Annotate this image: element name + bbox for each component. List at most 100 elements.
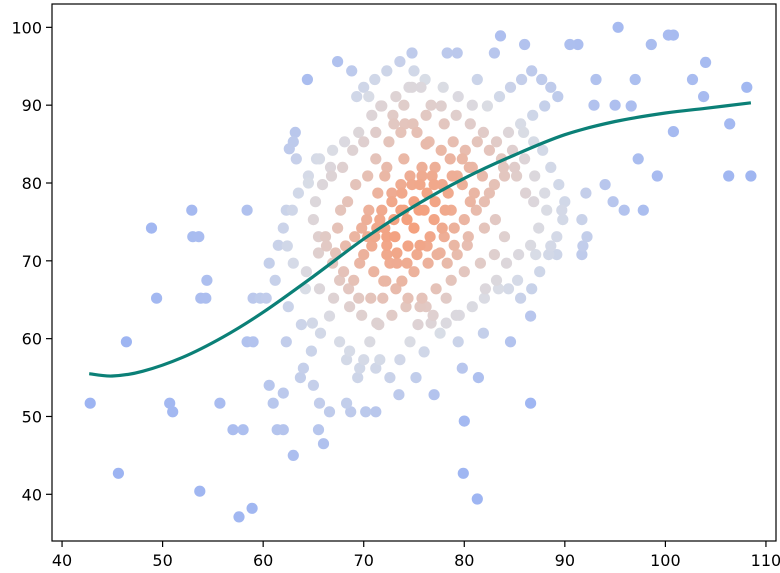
data-point [294, 372, 306, 384]
data-point [478, 222, 490, 234]
data-point [84, 397, 96, 409]
data-point [519, 153, 531, 165]
data-point [618, 204, 630, 216]
data-point [412, 319, 424, 331]
data-point [576, 249, 588, 261]
data-point [376, 204, 388, 216]
data-point [193, 231, 205, 243]
data-point [339, 136, 351, 148]
data-point [445, 274, 457, 286]
data-point [411, 249, 423, 261]
data-point [325, 170, 338, 182]
data-point [698, 91, 710, 103]
data-point [456, 153, 468, 165]
data-point [420, 138, 432, 150]
data-point [435, 100, 447, 112]
data-point [394, 56, 406, 68]
x-tick-label: 40 [52, 551, 72, 570]
data-point [395, 126, 407, 138]
y-tick-label: 50 [22, 407, 42, 426]
data-point [426, 170, 438, 182]
data-point [381, 231, 393, 243]
data-point [489, 214, 501, 226]
x-tick-label: 60 [253, 551, 273, 570]
data-point [263, 257, 275, 269]
data-point [334, 274, 346, 286]
data-point [364, 336, 376, 348]
data-point [434, 327, 446, 339]
data-point [645, 38, 657, 51]
data-point [580, 187, 592, 199]
data-point [556, 204, 568, 216]
data-point [528, 196, 540, 208]
data-point [415, 81, 427, 93]
data-point [398, 153, 410, 165]
data-point [478, 196, 490, 208]
data-point [462, 231, 474, 243]
axes-frame-rect [51, 3, 777, 542]
data-point [344, 345, 356, 357]
data-point [515, 118, 527, 130]
data-point [186, 204, 198, 216]
data-point [625, 100, 637, 112]
y-axis-ticks: 40 50 60 70 80 90 100 [11, 18, 52, 504]
data-point [283, 143, 295, 155]
data-point [525, 310, 537, 322]
data-point [410, 372, 422, 384]
data-point [450, 109, 462, 121]
data-point [389, 231, 401, 243]
data-point [376, 100, 388, 112]
data-point [437, 81, 449, 93]
data-point [247, 336, 259, 348]
data-point [286, 204, 298, 216]
data-point [351, 91, 363, 103]
data-point [498, 170, 511, 182]
data-point [428, 389, 440, 401]
data-point [368, 266, 380, 278]
data-point [200, 292, 212, 304]
data-point [470, 204, 482, 216]
data-point [301, 73, 313, 86]
data-point [384, 372, 396, 384]
data-point [360, 406, 372, 418]
data-point [464, 118, 476, 130]
data-point [366, 109, 378, 121]
data-point [461, 239, 473, 251]
data-point [539, 100, 551, 112]
data-point [588, 99, 600, 111]
data-point [492, 283, 505, 295]
data-point [277, 222, 289, 234]
data-point [416, 170, 428, 182]
data-point [313, 153, 326, 165]
data-point [458, 214, 470, 226]
data-point [429, 196, 441, 208]
data-point [518, 126, 530, 138]
data-point [651, 170, 663, 182]
data-point [342, 196, 354, 208]
data-point [404, 170, 416, 182]
y-tick-label: 40 [22, 485, 42, 504]
data-point [332, 56, 344, 68]
data-point [525, 397, 537, 409]
data-point [387, 109, 399, 121]
data-point [478, 292, 490, 304]
data-point [366, 240, 378, 252]
axes-frame [51, 3, 777, 542]
data-point [386, 187, 398, 199]
data-point [612, 21, 624, 33]
data-point [280, 336, 292, 348]
data-point [313, 397, 326, 409]
data-point [448, 239, 460, 251]
data-point [338, 266, 350, 278]
data-point [466, 99, 478, 111]
data-point [260, 292, 272, 304]
data-point [425, 99, 437, 111]
data-point [201, 274, 213, 286]
data-point [424, 231, 436, 243]
data-point [404, 336, 416, 348]
data-point [447, 136, 459, 148]
data-point [472, 372, 484, 384]
data-point [381, 65, 393, 77]
data-point [365, 292, 377, 304]
data-point [277, 387, 289, 399]
